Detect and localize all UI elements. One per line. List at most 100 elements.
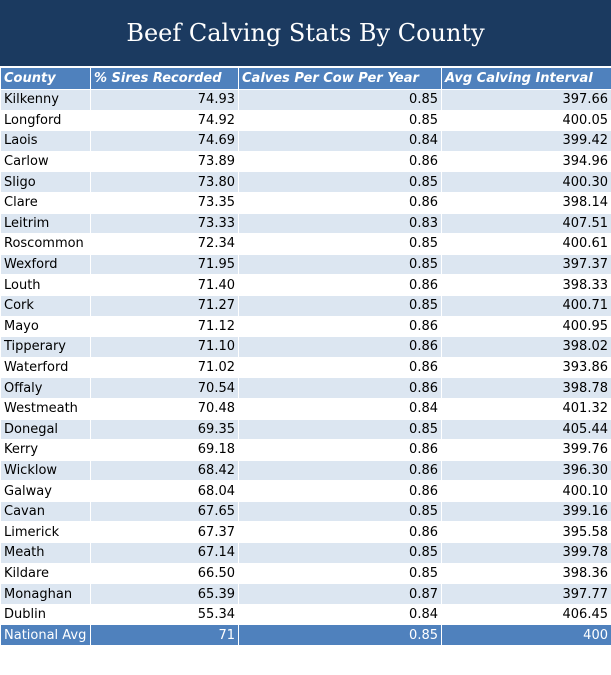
sires-recorded-cell: 74.92 <box>90 109 239 132</box>
sires-recorded-cell: 71.27 <box>90 294 239 317</box>
calving-interval-cell: 399.16 <box>441 500 611 523</box>
table-row: Roscommon 72.34 0.85 400.61 <box>0 233 611 255</box>
calving-interval-cell: 397.77 <box>441 583 611 605</box>
sires-recorded-cell: 71.12 <box>90 315 239 338</box>
sires-recorded-cell: 69.35 <box>90 418 239 441</box>
table-row: Meath 67.14 0.85 399.78 <box>0 542 611 564</box>
table-row: Wicklow 68.42 0.86 396.30 <box>0 459 611 482</box>
calves-per-cow-cell: 0.87 <box>238 583 442 605</box>
calving-interval-cell: 398.78 <box>441 377 611 399</box>
table-row: Sligo 73.80 0.85 400.30 <box>0 171 611 193</box>
table-row: Leitrim 73.33 0.83 407.51 <box>0 212 611 235</box>
calving-interval-cell: 393.86 <box>441 356 611 379</box>
county-cell: Dublin <box>0 603 91 626</box>
calving-interval-cell: 400.95 <box>441 315 611 338</box>
calving-interval-cell: 399.76 <box>441 439 611 461</box>
footer-label: National Avg <box>0 624 91 647</box>
column-header-calving-interval[interactable]: Avg Calving Interval <box>441 67 611 90</box>
county-cell: Clare <box>0 191 91 214</box>
calves-per-cow-cell: 0.84 <box>238 603 442 626</box>
table-row: Cavan 67.65 0.85 399.16 <box>0 500 611 523</box>
table-row: Longford 74.92 0.85 400.05 <box>0 109 611 132</box>
calves-per-cow-cell: 0.85 <box>238 418 442 441</box>
sires-recorded-cell: 68.04 <box>90 480 239 502</box>
table-row: Galway 68.04 0.86 400.10 <box>0 480 611 502</box>
calving-interval-cell: 397.37 <box>441 253 611 276</box>
calving-interval-cell: 398.02 <box>441 336 611 358</box>
table-row: Wexford 71.95 0.85 397.37 <box>0 253 611 276</box>
calves-per-cow-cell: 0.86 <box>238 480 442 502</box>
county-cell: Tipperary <box>0 336 91 358</box>
county-cell: Cavan <box>0 500 91 523</box>
calves-per-cow-cell: 0.83 <box>238 212 442 235</box>
county-cell: Roscommon <box>0 233 91 255</box>
sires-recorded-cell: 73.80 <box>90 171 239 193</box>
calving-interval-cell: 400.30 <box>441 171 611 193</box>
county-cell: Wexford <box>0 253 91 276</box>
sires-recorded-cell: 73.35 <box>90 191 239 214</box>
county-cell: Galway <box>0 480 91 502</box>
county-cell: Waterford <box>0 356 91 379</box>
calving-interval-cell: 407.51 <box>441 212 611 235</box>
sires-recorded-cell: 69.18 <box>90 439 239 461</box>
footer-sires-recorded: 71 <box>90 624 239 647</box>
column-header-county[interactable]: County <box>0 67 91 90</box>
table-row: Laois 74.69 0.84 399.42 <box>0 130 611 152</box>
calves-per-cow-cell: 0.85 <box>238 542 442 564</box>
calves-per-cow-cell: 0.85 <box>238 562 442 585</box>
footer-calving-interval: 400 <box>441 624 611 647</box>
calving-interval-cell: 400.05 <box>441 109 611 132</box>
county-cell: Leitrim <box>0 212 91 235</box>
sires-recorded-cell: 74.93 <box>90 89 239 111</box>
sires-recorded-cell: 73.89 <box>90 150 239 173</box>
table-body: Kilkenny 74.93 0.85 397.66 Longford 74.92 0.85… <box>0 89 611 626</box>
calves-per-cow-cell: 0.85 <box>238 253 442 276</box>
county-cell: Offaly <box>0 377 91 399</box>
calving-interval-cell: 399.78 <box>441 542 611 564</box>
footer-calves-per-cow: 0.85 <box>238 624 442 647</box>
calves-per-cow-cell: 0.85 <box>238 294 442 317</box>
calves-per-cow-cell: 0.86 <box>238 439 442 461</box>
column-header-calves-per-cow[interactable]: Calves Per Cow Per Year <box>238 67 442 90</box>
calves-per-cow-cell: 0.85 <box>238 500 442 523</box>
calves-per-cow-cell: 0.86 <box>238 521 442 544</box>
calves-per-cow-cell: 0.86 <box>238 459 442 482</box>
table-row: Carlow 73.89 0.86 394.96 <box>0 150 611 173</box>
calves-per-cow-cell: 0.86 <box>238 274 442 296</box>
calving-interval-cell: 400.71 <box>441 294 611 317</box>
sires-recorded-cell: 67.37 <box>90 521 239 544</box>
calves-per-cow-cell: 0.85 <box>238 171 442 193</box>
table-row: Cork 71.27 0.85 400.71 <box>0 294 611 317</box>
calving-interval-cell: 400.10 <box>441 480 611 502</box>
sires-recorded-cell: 71.02 <box>90 356 239 379</box>
calves-per-cow-cell: 0.86 <box>238 336 442 358</box>
calving-interval-cell: 400.61 <box>441 233 611 255</box>
county-cell: Sligo <box>0 171 91 193</box>
calving-interval-cell: 401.32 <box>441 397 611 420</box>
sires-recorded-cell: 67.14 <box>90 542 239 564</box>
calves-per-cow-cell: 0.85 <box>238 233 442 255</box>
table-row: Waterford 71.02 0.86 393.86 <box>0 356 611 379</box>
header-row: County % Sires Recorded Calves Per Cow P… <box>0 67 611 90</box>
column-header-sires-recorded[interactable]: % Sires Recorded <box>90 67 239 90</box>
calving-interval-cell: 405.44 <box>441 418 611 441</box>
table-row: Offaly 70.54 0.86 398.78 <box>0 377 611 399</box>
table-row: Donegal 69.35 0.85 405.44 <box>0 418 611 441</box>
sires-recorded-cell: 65.39 <box>90 583 239 605</box>
calves-per-cow-cell: 0.86 <box>238 191 442 214</box>
national-average-row: National Avg 71 0.85 400 <box>0 624 611 647</box>
table-row: Mayo 71.12 0.86 400.95 <box>0 315 611 338</box>
sires-recorded-cell: 66.50 <box>90 562 239 585</box>
calves-per-cow-cell: 0.86 <box>238 356 442 379</box>
county-cell: Louth <box>0 274 91 296</box>
table-row: Louth 71.40 0.86 398.33 <box>0 274 611 296</box>
county-cell: Donegal <box>0 418 91 441</box>
calves-per-cow-cell: 0.85 <box>238 89 442 111</box>
county-cell: Wicklow <box>0 459 91 482</box>
calving-interval-cell: 406.45 <box>441 603 611 626</box>
sires-recorded-cell: 70.48 <box>90 397 239 420</box>
table-row: Limerick 67.37 0.86 395.58 <box>0 521 611 544</box>
county-cell: Mayo <box>0 315 91 338</box>
calving-interval-cell: 397.66 <box>441 89 611 111</box>
county-cell: Carlow <box>0 150 91 173</box>
